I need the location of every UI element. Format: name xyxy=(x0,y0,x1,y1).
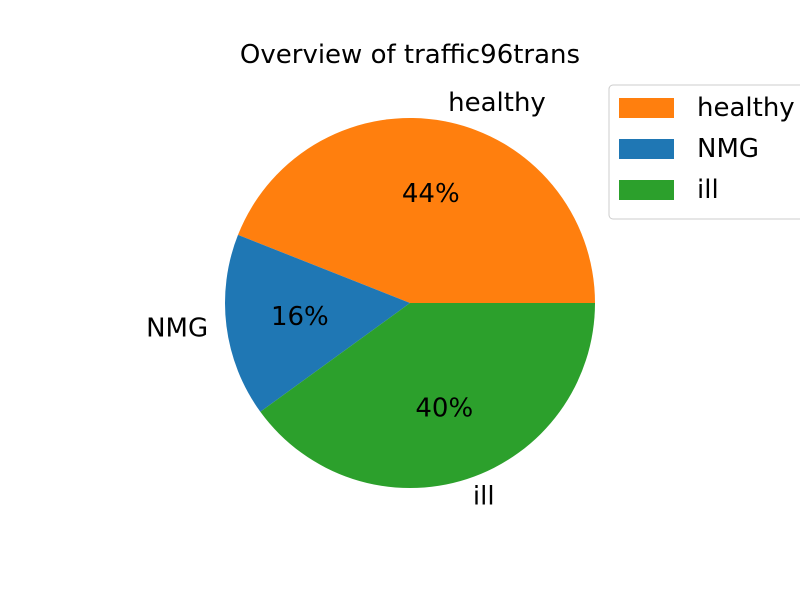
pie-slice-ill xyxy=(260,303,595,488)
pie-percent-label: 16% xyxy=(271,302,329,332)
legend-label: NMG xyxy=(697,134,759,164)
legend-label: healthy xyxy=(697,93,795,123)
legend: healthy NMG ill xyxy=(608,84,800,220)
legend-swatch xyxy=(619,139,674,159)
pie-slice-nmg xyxy=(224,234,410,412)
pie-percent-label: 44% xyxy=(402,179,460,209)
pie-slice-healthy xyxy=(237,117,596,303)
pie-slices xyxy=(224,117,596,488)
pie-labels: 44% healthy 16% NMG 40% ill xyxy=(146,88,546,511)
pie-category-label: healthy xyxy=(448,88,546,118)
pie-category-label: NMG xyxy=(146,314,208,344)
chart-title: Overview of traffic96trans xyxy=(240,40,580,70)
pie-percent-label: 40% xyxy=(415,394,473,424)
legend-swatch xyxy=(619,180,674,200)
legend-items: healthy NMG ill xyxy=(619,93,795,205)
legend-swatch xyxy=(619,98,674,118)
legend-label: ill xyxy=(697,175,719,205)
pie-category-label: ill xyxy=(473,482,495,512)
